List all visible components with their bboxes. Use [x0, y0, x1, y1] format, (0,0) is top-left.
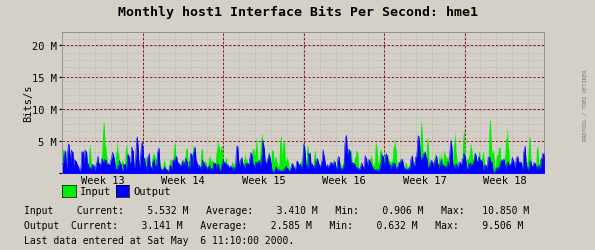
Text: Output: Output [134, 186, 171, 196]
Text: Input    Current:    5.532 M   Average:    3.410 M   Min:    0.906 M   Max:   10: Input Current: 5.532 M Average: 3.410 M … [24, 205, 529, 215]
Y-axis label: Bits/s: Bits/s [23, 84, 33, 122]
Text: Last data entered at Sat May  6 11:10:00 2000.: Last data entered at Sat May 6 11:10:00 … [24, 236, 294, 246]
Text: RRDTOOL / TOBI OETIKER: RRDTOOL / TOBI OETIKER [583, 70, 587, 140]
Text: Input: Input [80, 186, 112, 196]
Text: Output  Current:    3.141 M   Average:    2.585 M   Min:    0.632 M   Max:    9.: Output Current: 3.141 M Average: 2.585 M… [24, 220, 523, 230]
Text: Monthly host1 Interface Bits Per Second: hme1: Monthly host1 Interface Bits Per Second:… [117, 6, 478, 19]
